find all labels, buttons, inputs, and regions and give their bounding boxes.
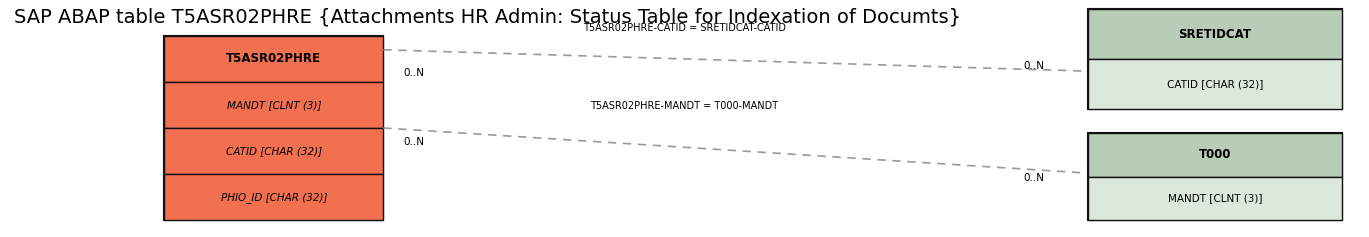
Text: CATID [CHAR (32)]: CATID [CHAR (32)] [226, 146, 322, 156]
Text: 0..N: 0..N [404, 68, 424, 78]
Bar [164, 82, 383, 128]
Text: T5ASR02PHRE-MANDT = T000-MANDT: T5ASR02PHRE-MANDT = T000-MANDT [590, 101, 779, 111]
Bar [1088, 133, 1342, 177]
Text: 0..N: 0..N [1024, 61, 1045, 71]
Bar [1088, 177, 1342, 220]
Text: T5ASR02PHRE-CATID = SRETIDCAT-CATID: T5ASR02PHRE-CATID = SRETIDCAT-CATID [583, 23, 786, 33]
Bar [164, 128, 383, 174]
Bar [1088, 133, 1342, 220]
Text: CATID [CHAR (32)]: CATID [CHAR (32)] [1166, 79, 1264, 89]
Text: SRETIDCAT: SRETIDCAT [1179, 28, 1251, 41]
Bar [1088, 9, 1342, 59]
Text: SAP ABAP table T5ASR02PHRE {Attachments HR Admin: Status Table for Indexation of: SAP ABAP table T5ASR02PHRE {Attachments … [14, 7, 961, 26]
Bar [164, 174, 383, 220]
Text: MANDT [CLNT (3)]: MANDT [CLNT (3)] [1168, 193, 1262, 204]
Text: MANDT [CLNT (3)]: MANDT [CLNT (3)] [226, 100, 322, 110]
Bar [1088, 59, 1342, 109]
Text: T000: T000 [1199, 148, 1231, 161]
Text: T5ASR02PHRE: T5ASR02PHRE [226, 52, 322, 65]
Text: 0..N: 0..N [404, 137, 424, 147]
Bar [1088, 9, 1342, 109]
Bar [164, 36, 383, 82]
Bar [164, 36, 383, 220]
Text: 0..N: 0..N [1024, 173, 1045, 183]
Text: PHIO_ID [CHAR (32)]: PHIO_ID [CHAR (32)] [220, 192, 327, 203]
